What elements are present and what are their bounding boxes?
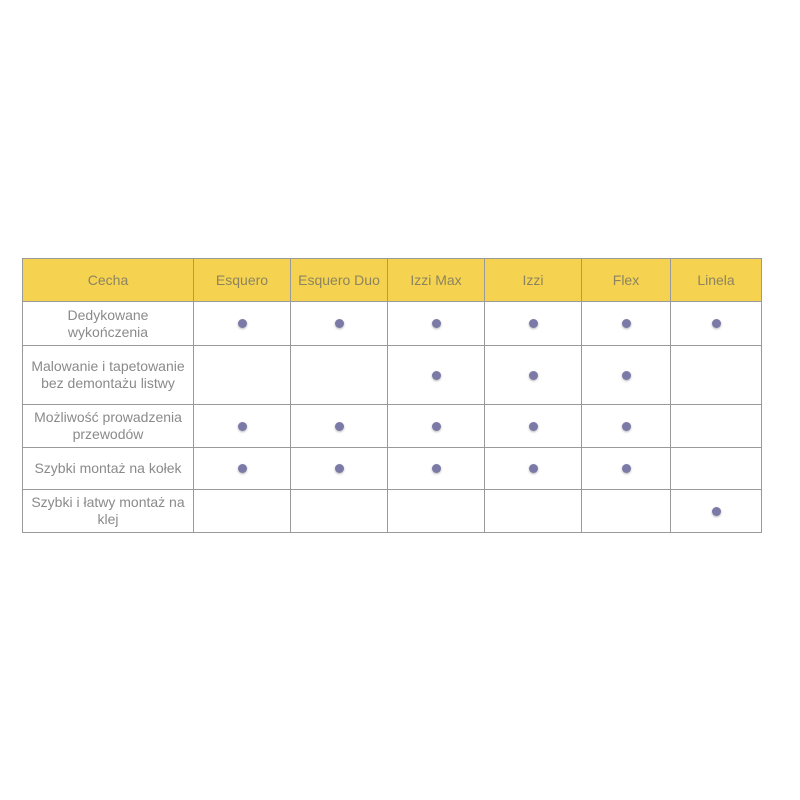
column-header: Izzi Max bbox=[387, 258, 485, 302]
feature-cell bbox=[387, 301, 485, 346]
table-row: Malowanie i tapetowanie bez demontażu li… bbox=[22, 345, 762, 405]
dot-icon bbox=[711, 319, 721, 328]
dot-icon bbox=[528, 370, 538, 380]
feature-cell bbox=[290, 447, 388, 490]
feature-cell bbox=[484, 447, 582, 490]
feature-label: Możliwość prowadzenia przewodów bbox=[22, 404, 194, 448]
column-header: Linela bbox=[670, 258, 762, 302]
feature-label: Szybki montaż na kołek bbox=[22, 447, 194, 490]
column-header: Esquero bbox=[193, 258, 291, 302]
dot-icon bbox=[237, 464, 247, 473]
feature-cell bbox=[193, 489, 291, 533]
feature-cell bbox=[670, 301, 762, 346]
feature-cell bbox=[484, 345, 582, 405]
feature-cell bbox=[581, 489, 671, 533]
feature-cell bbox=[290, 404, 388, 448]
feature-cell bbox=[387, 404, 485, 448]
feature-cell bbox=[290, 345, 388, 405]
dot-icon bbox=[237, 421, 247, 431]
feature-cell bbox=[484, 301, 582, 346]
comparison-table: Cecha Esquero Esquero Duo Izzi Max Izzi Flex L… bbox=[22, 258, 762, 533]
feature-label: Szybki i łatwy montaż na klej bbox=[22, 489, 194, 533]
dot-icon bbox=[621, 464, 631, 473]
table-row: Dedykowane wykończenia bbox=[22, 301, 762, 346]
dot-icon bbox=[621, 319, 631, 328]
dot-icon bbox=[431, 370, 441, 380]
header-row: Cecha Esquero Esquero Duo Izzi Max Izzi Flex L… bbox=[22, 258, 762, 302]
column-header: Esquero Duo bbox=[290, 258, 388, 302]
dot-icon bbox=[237, 319, 247, 328]
dot-icon bbox=[621, 421, 631, 431]
feature-cell bbox=[484, 489, 582, 533]
feature-cell bbox=[290, 489, 388, 533]
dot-icon bbox=[431, 319, 441, 328]
feature-cell bbox=[193, 301, 291, 346]
dot-icon bbox=[711, 506, 721, 516]
column-header: Izzi bbox=[484, 258, 582, 302]
dot-icon bbox=[334, 319, 344, 328]
feature-cell bbox=[193, 404, 291, 448]
feature-cell bbox=[581, 345, 671, 405]
feature-label: Malowanie i tapetowanie bez demontażu li… bbox=[22, 345, 194, 405]
feature-cell bbox=[387, 447, 485, 490]
feature-cell bbox=[581, 404, 671, 448]
feature-cell bbox=[193, 345, 291, 405]
dot-icon bbox=[621, 370, 631, 380]
dot-icon bbox=[334, 421, 344, 431]
column-header: Cecha bbox=[22, 258, 194, 302]
feature-cell bbox=[387, 345, 485, 405]
dot-icon bbox=[431, 421, 441, 431]
dot-icon bbox=[528, 319, 538, 328]
dot-icon bbox=[334, 464, 344, 473]
feature-cell bbox=[670, 447, 762, 490]
feature-cell bbox=[670, 404, 762, 448]
table-row: Szybki montaż na kołek bbox=[22, 447, 762, 490]
dot-icon bbox=[528, 464, 538, 473]
feature-cell bbox=[290, 301, 388, 346]
table-row: Szybki i łatwy montaż na klej bbox=[22, 489, 762, 533]
feature-cell bbox=[387, 489, 485, 533]
dot-icon bbox=[528, 421, 538, 431]
feature-cell bbox=[670, 489, 762, 533]
feature-cell bbox=[581, 301, 671, 346]
table-row: Możliwość prowadzenia przewodów bbox=[22, 404, 762, 448]
column-header: Flex bbox=[581, 258, 671, 302]
feature-cell bbox=[670, 345, 762, 405]
feature-cell bbox=[484, 404, 582, 448]
feature-cell bbox=[193, 447, 291, 490]
dot-icon bbox=[431, 464, 441, 473]
feature-cell bbox=[581, 447, 671, 490]
feature-label: Dedykowane wykończenia bbox=[22, 301, 194, 346]
